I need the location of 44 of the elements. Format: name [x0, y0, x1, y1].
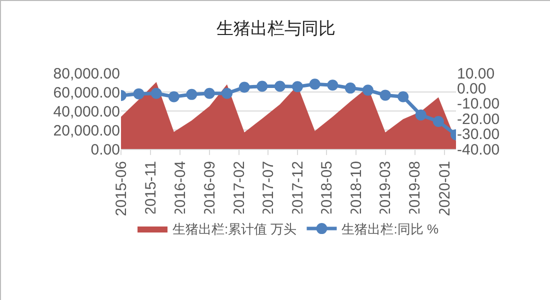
point: [415, 109, 426, 120]
y-tick-label: 60,000.00: [53, 84, 120, 102]
y-tick-label: 20,000.00: [53, 122, 120, 140]
point: [362, 84, 374, 96]
x-tick-label: 2018-05: [318, 161, 336, 216]
x-tick-label: 2018-10: [348, 161, 366, 216]
legend-label: 生猪出栏:同比 %: [342, 222, 439, 237]
point: [344, 82, 356, 94]
y-tick-label: 0.00: [90, 141, 120, 158]
y-tick-label: 40,000.00: [53, 103, 120, 120]
point: [274, 80, 286, 92]
point: [432, 116, 444, 127]
y2-tick-label: -40.00: [457, 141, 500, 158]
y2-tick-label: 10.00: [457, 65, 495, 82]
point: [186, 88, 198, 100]
x-tick-label: 2017-12: [289, 161, 306, 216]
x-tick-label: 2016-04: [172, 161, 189, 216]
point: [398, 91, 409, 102]
y2-tick-label: -20.00: [457, 110, 500, 128]
point: [133, 88, 144, 100]
x-tick-label: 2020-01: [436, 161, 454, 216]
point: [380, 90, 391, 101]
x-tick-label: 2019-08: [406, 161, 424, 216]
point: [256, 80, 268, 92]
point: [292, 81, 303, 92]
point: [327, 80, 338, 91]
x-tick-label: 2016-09: [201, 161, 218, 216]
legend-label: 生猪出栏:累计值 万头: [172, 222, 297, 237]
point: [150, 88, 162, 99]
point: [168, 91, 180, 102]
point: [222, 88, 232, 99]
chart-title: 生猪出栏与同比: [216, 18, 336, 38]
point: [204, 88, 215, 99]
point: [309, 78, 320, 90]
x-tick-label: 2017-02: [230, 161, 248, 216]
y2-tick-label: 0.00: [457, 80, 486, 98]
x-tick-label: 2015-11: [142, 161, 160, 215]
point: [238, 82, 250, 93]
x-tick-label: 2015-06: [112, 161, 130, 216]
x-tick-label: 2019-03: [377, 161, 394, 216]
x-tick-label: 2017-07: [260, 161, 277, 216]
y-tick-label: 80,000.00: [53, 65, 120, 82]
y2-tick-label: -30.00: [457, 126, 500, 144]
y2-tick-label: -10.00: [457, 96, 500, 113]
